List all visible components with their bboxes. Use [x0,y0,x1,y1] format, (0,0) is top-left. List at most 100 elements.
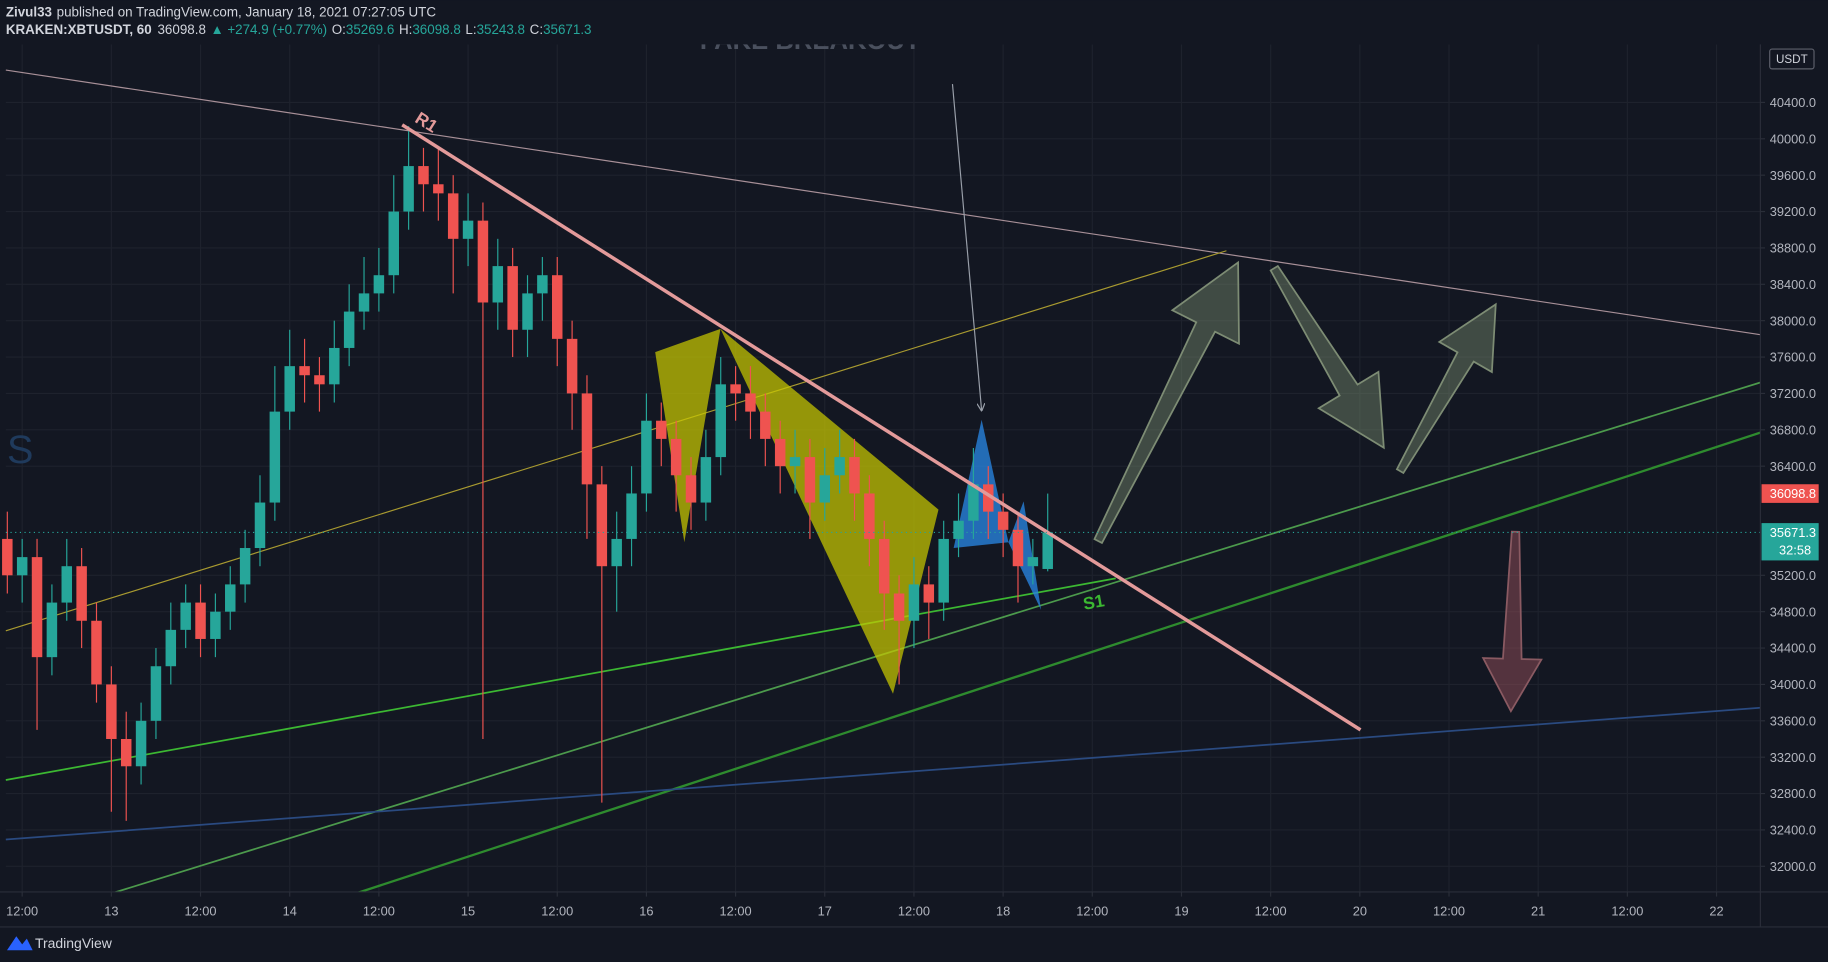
last: 36098.8 [157,22,205,37]
y-tick-label: 39600.0 [1770,168,1816,183]
candle-body [284,366,295,412]
y-tick-label: 37600.0 [1770,350,1816,365]
candle-body [343,311,355,348]
y-tick-label: 33200.0 [1770,750,1816,765]
last-price-badge [1761,523,1819,561]
trend-line [5,250,1227,632]
countdown: 32:58 [1779,543,1811,558]
candle-body [16,557,28,576]
candle-body [120,738,132,767]
candle-body [774,438,786,467]
y-tick-label: 39200.0 [1770,204,1816,219]
candle-body [269,411,281,503]
currency: USDT [1776,53,1808,66]
pointer-arrow [951,83,981,410]
candle-body [938,538,949,603]
ohlc-value: 36098.8 [412,22,460,37]
candle-body [76,566,87,621]
x-tick-label: 15 [461,903,475,918]
candle-body [804,457,816,503]
resistance-line [401,123,1362,732]
candle-body [165,629,177,667]
x-tick-label: 20 [1353,903,1367,918]
candle-body [908,584,920,621]
candle-body [953,520,964,539]
y-tick-label: 33600.0 [1770,713,1816,728]
candle-body [180,602,191,630]
candle-body [91,620,102,685]
x-tick-label: 14 [283,903,297,918]
candle-body [745,393,756,412]
ohlc-label: H: [399,22,412,37]
y-tick-label: 38000.0 [1770,313,1816,328]
y-tick-label: 40400.0 [1770,95,1816,110]
y-tick-label: 32000.0 [1770,859,1816,874]
candle-body [893,593,905,621]
y-tick-label: 34000.0 [1770,677,1816,692]
x-tick-label: 13 [104,903,118,918]
change: +274.9 (+0.77%) [227,22,327,37]
pattern-triangle [655,328,721,543]
candle-body [641,420,652,494]
candle-body [195,602,206,639]
x-tick-label: 12:00 [898,903,930,918]
candle-body [403,166,414,212]
x-tick-label: 12:00 [1611,903,1643,918]
trend-line [356,431,1761,892]
candle-body [373,275,385,294]
y-tick-label: 36400.0 [1770,459,1816,474]
candle-body [433,184,444,194]
candle-body [522,293,533,330]
support-label: S1 [1081,590,1106,613]
direction-arrow [1395,302,1497,475]
candle-body [210,611,221,639]
y-tick-label: 35200.0 [1770,568,1816,583]
candle-body [849,457,860,494]
x-tick-label: 12:00 [184,903,216,918]
candle-body [789,457,801,467]
candle-body [566,338,578,394]
logo-icon [6,936,33,951]
candle-body [507,266,518,330]
candle-body [626,493,637,539]
candle-body [551,275,563,339]
candle-body [239,548,251,585]
symbol-line: KRAKEN:XBTUSDT, 60 36098.8 ▲ +274.9 (+0.77%… [6,22,592,37]
pattern-triangle [953,419,1009,549]
x-tick-label: 19 [1174,903,1188,918]
y-tick-label: 38400.0 [1770,277,1816,292]
y-tick-label: 40000.0 [1770,131,1816,146]
y-tick-label: 37200.0 [1770,386,1816,401]
direction-arrow [1481,530,1543,714]
x-tick-label: 12:00 [720,903,752,918]
candle-body [388,211,399,276]
y-tick-label: 32800.0 [1770,786,1816,801]
candle-body [299,366,310,376]
candle-body [819,475,831,503]
x-tick-label: 12:00 [1076,903,1108,918]
candle-body [447,193,459,239]
candles [2,126,1053,821]
axes: USDT 32000.0 32400.0 32800.0 33200.0 33600.0… [6,48,1819,918]
last-price-label: 35671.3 [1770,525,1816,540]
candle-body [2,538,13,576]
candle-body [581,393,593,485]
trend-line [5,706,1761,841]
candle-body [358,293,370,312]
y-tick-label: 38800.0 [1770,241,1816,256]
candle-body [983,484,994,512]
x-tick-label: 17 [818,903,832,918]
ohlc-label: C: [530,22,543,37]
candle-body [611,538,622,567]
candle-body [968,484,979,521]
ohlc-label: L: [465,22,476,37]
candle-body [1027,557,1039,567]
trend-line [5,69,1761,336]
high-price-label: 36098.8 [1770,486,1816,501]
ohlc-value: 35671.3 [543,22,591,37]
x-tick-label: 12:00 [541,903,573,918]
direction-arrow [1093,260,1240,545]
change-arrow: ▲ [211,22,224,37]
candle-body [492,266,504,303]
